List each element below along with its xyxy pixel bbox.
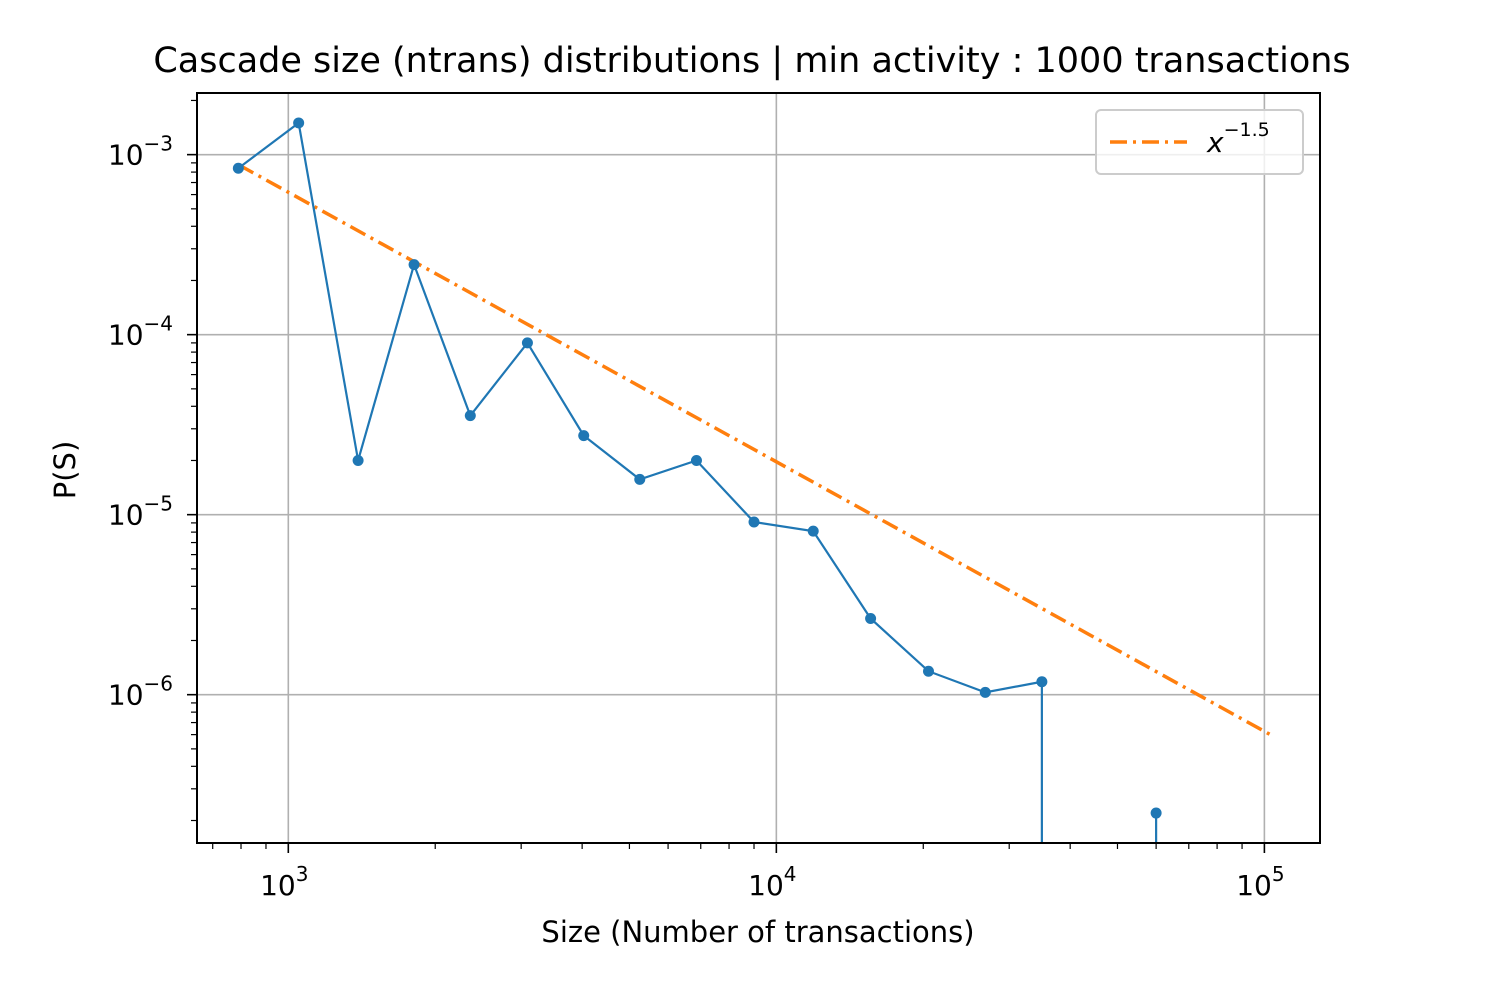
x-tick-label: 105	[1236, 862, 1284, 902]
data-point	[408, 259, 420, 271]
legend-label-power-law: x−1.5	[1206, 119, 1270, 159]
data-point	[690, 454, 702, 466]
data-point	[464, 410, 476, 422]
data-point	[578, 430, 590, 442]
data-point	[979, 686, 991, 698]
data-point	[521, 337, 533, 349]
data-point	[922, 665, 934, 677]
chart-title: Cascade size (ntrans) distributions | mi…	[153, 41, 1350, 81]
y-tick-label: 10−3	[108, 132, 173, 172]
minor-ticks	[191, 99, 1243, 849]
plot-series	[232, 117, 1274, 843]
data-point	[807, 525, 819, 537]
power-law-line	[237, 163, 1274, 738]
y-tick-label: 10−6	[108, 672, 173, 712]
data-point	[865, 612, 877, 624]
tick-labels: 103 104 105 10−3 10−4 10−5 10−6	[108, 132, 1285, 902]
data-point	[232, 162, 244, 174]
x-tick-label: 103	[260, 862, 308, 902]
y-axis-label: P(S)	[48, 441, 82, 500]
data-point	[293, 117, 305, 129]
major-ticks	[187, 153, 1266, 853]
x-axis-label: Size (Number of transactions)	[541, 915, 974, 949]
data-point	[1150, 807, 1162, 819]
legend-box	[1095, 109, 1304, 175]
data-point	[634, 473, 646, 485]
grid-lines	[197, 93, 1320, 843]
legend: x−1.5	[1095, 109, 1304, 175]
y-tick-label: 10−5	[108, 492, 173, 532]
data-point	[352, 454, 364, 466]
data-point	[748, 516, 760, 528]
distribution-line	[237, 120, 1043, 694]
y-tick-label: 10−4	[108, 312, 173, 352]
plot-frame	[196, 92, 1321, 844]
x-tick-label: 104	[748, 862, 796, 902]
data-point	[1036, 676, 1048, 688]
